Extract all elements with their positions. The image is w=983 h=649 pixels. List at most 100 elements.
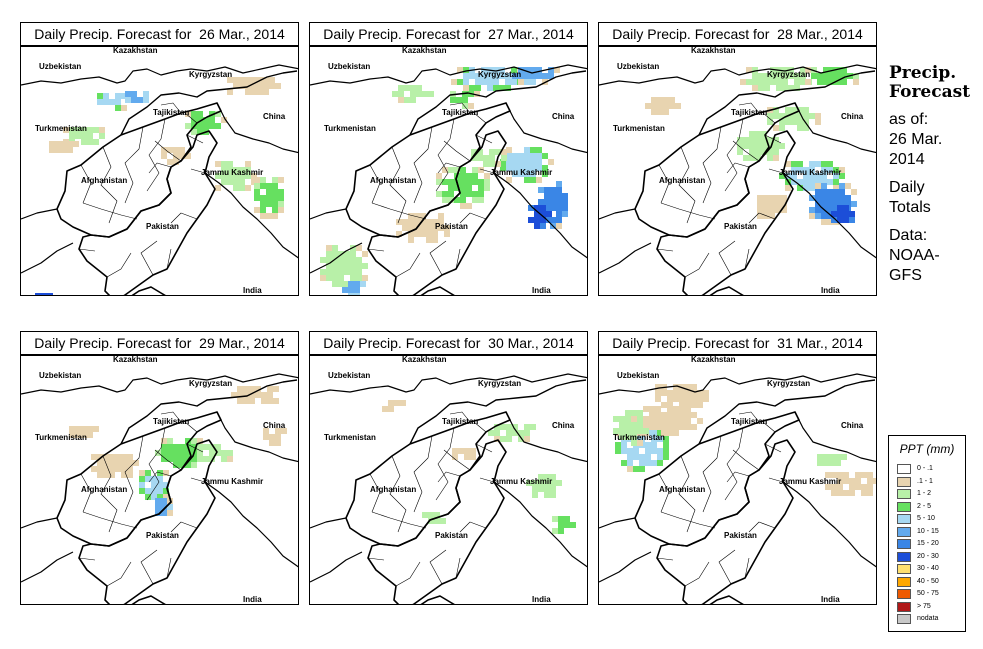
precip-cell — [613, 416, 619, 422]
precip-cell — [556, 181, 562, 187]
country-border — [599, 64, 876, 86]
precip-cell — [833, 173, 839, 179]
precip-cell — [506, 147, 512, 153]
country-border — [698, 379, 876, 445]
precip-cell — [631, 418, 637, 424]
precip-cell — [350, 251, 356, 257]
precip-cell — [249, 392, 255, 398]
precip-cell — [191, 117, 197, 123]
precip-cell — [115, 466, 121, 472]
precip-cell — [685, 384, 691, 390]
precip-cell — [843, 472, 849, 478]
label-tajikistan: Tajikistan — [442, 108, 478, 117]
label-afghanistan: Afghanistan — [659, 176, 705, 185]
precip-cell — [121, 93, 127, 99]
precip-cell — [752, 79, 758, 85]
label-uzbekistan: Uzbekistan — [328, 62, 370, 71]
precip-cell — [272, 189, 278, 195]
precip-cell — [245, 89, 251, 95]
precip-cell — [837, 217, 843, 223]
precip-cell — [512, 165, 518, 171]
precip-cell — [161, 444, 167, 450]
precip-cell — [477, 155, 483, 161]
label-kyrgyzstan: Kyrgyzstan — [189, 70, 232, 79]
precip-cell — [831, 472, 837, 478]
precip-cell — [639, 454, 645, 460]
precip-cell — [827, 189, 833, 195]
precip-cell — [115, 454, 121, 460]
precip-cell — [203, 456, 209, 462]
precip-cell — [764, 73, 770, 79]
precip-cell — [518, 67, 524, 73]
precip-cell — [249, 398, 255, 404]
precip-cell — [800, 79, 806, 85]
precip-cell — [782, 67, 788, 73]
precip-cell — [173, 450, 179, 456]
precip-cell — [837, 211, 843, 217]
precip-cell — [548, 67, 554, 73]
precip-cell — [831, 217, 837, 223]
precip-cell — [558, 516, 564, 522]
precip-cell — [779, 119, 785, 125]
precip-cell — [837, 484, 843, 490]
precip-cell — [87, 432, 93, 438]
legend-swatch — [897, 501, 911, 512]
precip-cell — [278, 189, 284, 195]
precip-cell — [227, 173, 233, 179]
precip-cell — [261, 398, 267, 404]
label-kyrgyzstan: Kyrgyzstan — [767, 70, 810, 79]
precip-cell — [631, 428, 637, 434]
precip-cell — [499, 73, 505, 79]
precip-cell — [436, 179, 442, 185]
precip-cell — [764, 85, 770, 91]
precip-cell — [161, 450, 167, 456]
precip-cell — [538, 474, 544, 480]
coastline — [709, 286, 744, 295]
precip-cell — [769, 207, 775, 213]
label-turkmenistan: Turkmenistan — [35, 124, 87, 133]
panel-title: Daily Precip. Forecast for 29 Mar., 2014 — [20, 331, 299, 355]
precip-cell — [815, 213, 821, 219]
precip-cell — [348, 281, 354, 287]
precip-cell — [562, 199, 568, 205]
precip-cell — [444, 225, 450, 231]
country-border — [505, 411, 587, 463]
coastline — [131, 286, 166, 295]
precip-cell — [127, 454, 133, 460]
precip-cell — [767, 155, 773, 161]
precip-map: Kazakhstan Uzbekistan Kyrgyzstan Tajikistan… — [309, 355, 588, 605]
precip-cell — [448, 167, 454, 173]
precip-cell — [432, 231, 438, 237]
precip-cell — [800, 67, 806, 73]
precip-cell — [185, 438, 191, 444]
precip-cell — [633, 454, 639, 460]
precip-cell — [408, 213, 414, 219]
country-border — [505, 102, 587, 154]
label-kazakhstan: Kazakhstan — [402, 356, 447, 364]
precip-cell — [811, 67, 817, 73]
legend-label: 5 - 10 — [917, 515, 935, 522]
precip-cell — [434, 512, 440, 518]
precip-cell — [161, 147, 167, 153]
precip-cell — [803, 119, 809, 125]
country-border — [409, 70, 587, 136]
precip-cell — [512, 153, 518, 159]
precip-cell — [362, 251, 368, 257]
precip-cell — [227, 161, 233, 167]
totals-line-2: Totals — [889, 199, 931, 216]
precip-cell — [469, 73, 475, 79]
precip-cell — [536, 67, 542, 73]
legend-swatch — [897, 464, 911, 474]
label-turkmenistan: Turkmenistan — [613, 433, 665, 442]
asof-line-3: 2014 — [889, 151, 925, 168]
precip-cell — [326, 251, 332, 257]
precip-cell — [332, 275, 338, 281]
precip-cell — [320, 257, 326, 263]
precip-cell — [163, 482, 169, 488]
precip-cell — [815, 173, 821, 179]
precip-cell — [420, 231, 426, 237]
precip-cell — [81, 432, 87, 438]
precip-cell — [761, 143, 767, 149]
precip-cell — [426, 225, 432, 231]
precip-cell — [155, 504, 161, 510]
